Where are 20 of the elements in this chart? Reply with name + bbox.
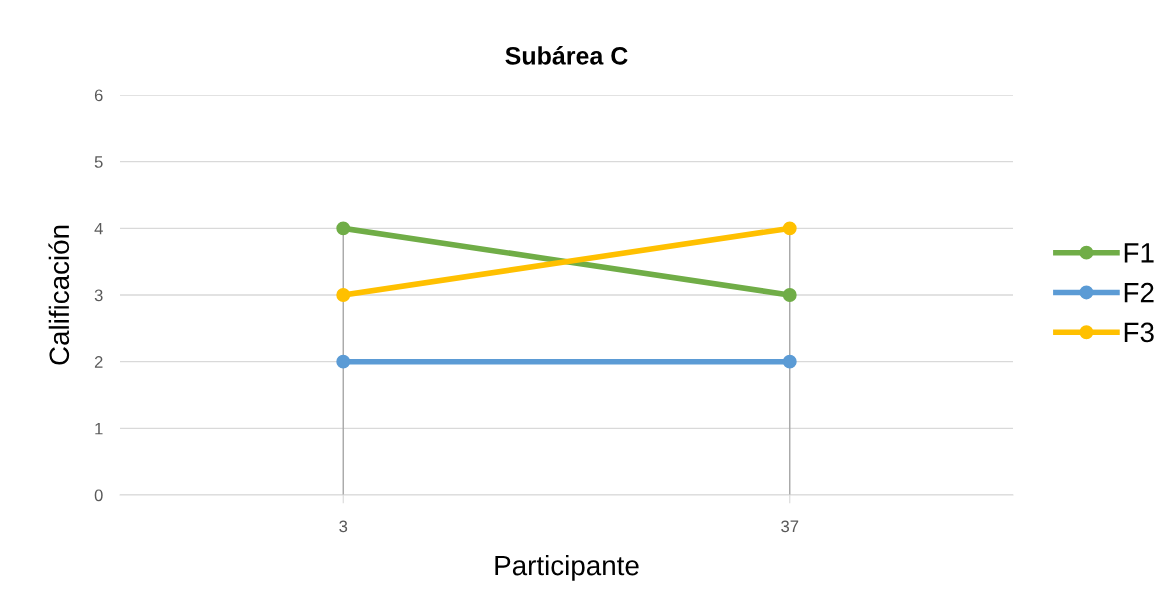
x-axis-title: Participante	[495, 554, 639, 581]
legend-label: F1	[1124, 243, 1154, 263]
x-tick-label: 37	[781, 520, 799, 533]
legend-label: F2	[1124, 282, 1154, 303]
y-tick-label: 0	[94, 489, 103, 502]
y-tick-label: 5	[94, 156, 103, 168]
point	[782, 288, 797, 302]
legend-label: F3	[1124, 322, 1154, 343]
point	[336, 221, 351, 236]
point	[336, 354, 351, 369]
y-tick-label: 4	[94, 222, 103, 235]
point	[782, 221, 797, 236]
y-axis-title: Calificación	[48, 225, 70, 365]
point	[782, 354, 797, 369]
y-tick-label: 6	[94, 89, 103, 102]
y-tick-label: 3	[94, 289, 103, 302]
y-tick-label: 2	[94, 356, 103, 368]
chart-title: Subárea C	[505, 46, 628, 65]
y-tick-label: 1	[95, 422, 103, 435]
point	[336, 288, 351, 302]
